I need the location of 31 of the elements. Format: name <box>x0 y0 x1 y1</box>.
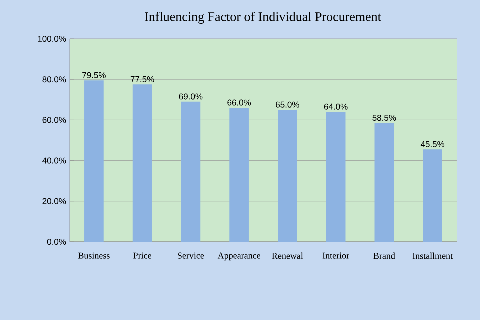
x-tick-label: Interior <box>322 252 350 259</box>
data-label: 79.5% <box>82 72 106 78</box>
y-tick-label: 80.0% <box>42 76 66 83</box>
y-tick-label: 100.0% <box>38 36 66 42</box>
data-label: 64.0% <box>324 104 348 110</box>
bar <box>374 123 394 242</box>
data-label: 65.0% <box>276 102 300 108</box>
data-label: 66.0% <box>228 100 252 106</box>
data-label: 69.0% <box>179 94 203 100</box>
bar <box>84 80 104 242</box>
y-tick-label: 0.0% <box>47 238 66 245</box>
y-tick-label: 40.0% <box>42 158 66 164</box>
x-tick-label: Renewal <box>272 252 304 260</box>
x-tick-label: Appearance <box>218 252 260 261</box>
x-tick-label: Price <box>134 252 152 259</box>
y-tick-label: 20.0% <box>42 198 66 204</box>
x-tick-label: Service <box>178 252 204 259</box>
y-tick-label: 60.0% <box>42 117 66 124</box>
bar <box>423 150 442 242</box>
bar <box>230 108 249 242</box>
data-label: 77.5% <box>130 76 154 82</box>
data-label: 45.5% <box>420 141 445 148</box>
x-tick-label: Installment <box>412 252 454 260</box>
x-tick-label: Business <box>78 252 110 259</box>
x-tick-label: Brand <box>374 252 396 260</box>
bar <box>132 84 152 242</box>
bar <box>181 102 201 242</box>
chart-title: Influencing Factor of Individual Procurement <box>145 12 382 24</box>
bar <box>278 110 298 242</box>
data-label: 58.5% <box>372 115 396 122</box>
bar <box>326 112 346 242</box>
